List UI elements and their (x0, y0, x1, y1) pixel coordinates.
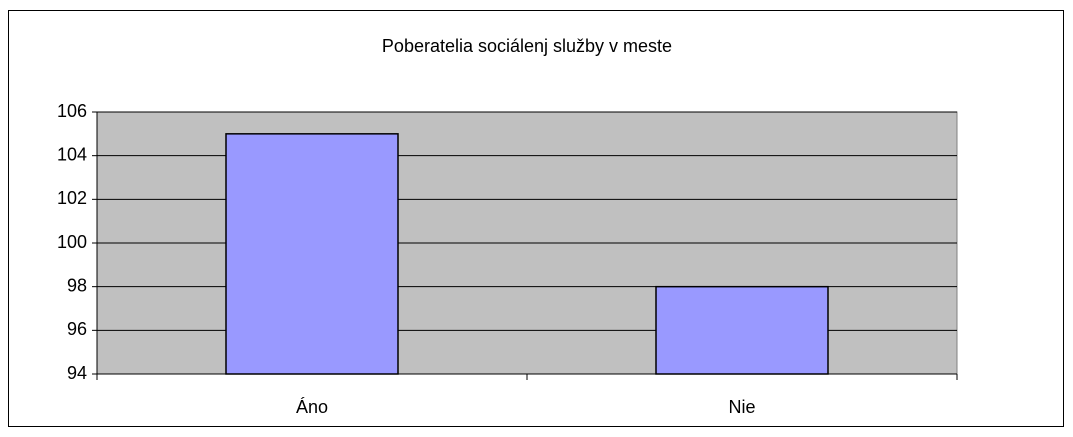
y-tick-label: 102 (57, 188, 87, 208)
x-tick-label: Nie (728, 397, 755, 417)
y-tick-label: 104 (57, 144, 87, 164)
y-tick-label: 106 (57, 101, 87, 121)
y-tick-label: 96 (67, 319, 87, 339)
bar (225, 133, 399, 375)
x-tick-label: Áno (296, 397, 328, 417)
y-tick-label: 94 (67, 363, 87, 383)
chart-title: Poberatelia sociálenj služby v meste (382, 36, 672, 56)
y-tick-label: 98 (67, 275, 87, 295)
y-tick-label: 100 (57, 232, 87, 252)
bar (655, 285, 829, 375)
